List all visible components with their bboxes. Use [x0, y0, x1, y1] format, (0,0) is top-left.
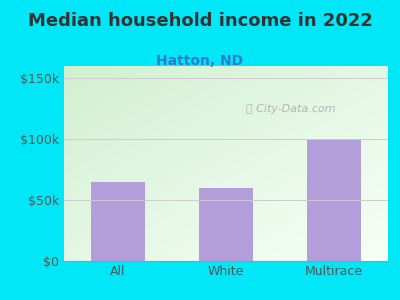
Bar	[91, 182, 145, 261]
Bar	[307, 139, 361, 261]
Text: ⓘ City-Data.com: ⓘ City-Data.com	[246, 104, 336, 114]
Bar	[199, 188, 253, 261]
Text: Median household income in 2022: Median household income in 2022	[28, 12, 372, 30]
Text: Hatton, ND: Hatton, ND	[156, 54, 244, 68]
